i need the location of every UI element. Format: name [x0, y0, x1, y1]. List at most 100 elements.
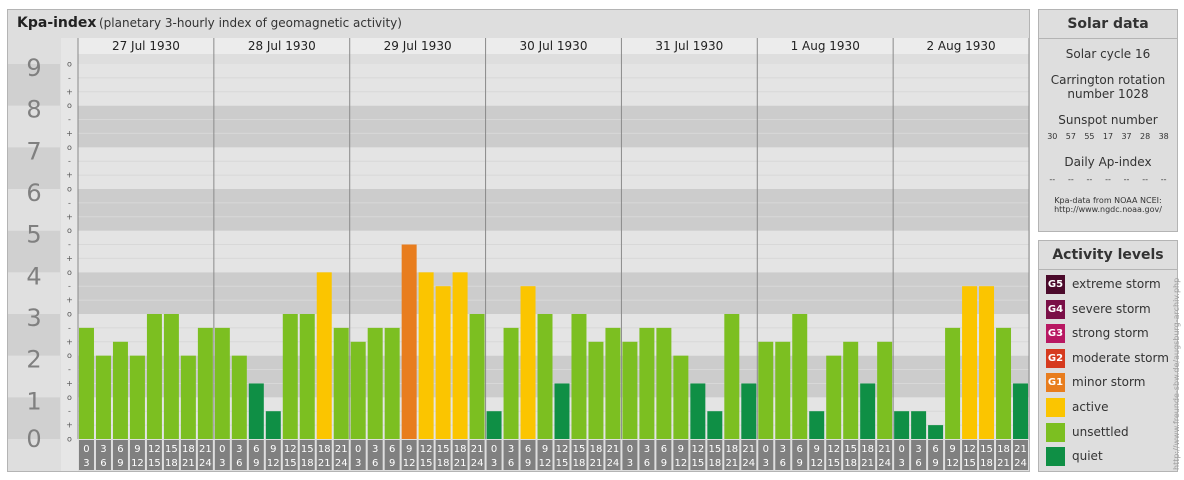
interval-end-label: 12: [267, 458, 280, 469]
kp-bar: [350, 341, 366, 439]
interval-start-label: 6: [797, 444, 803, 455]
interval-cell: [350, 440, 366, 470]
interval-cell: [231, 440, 247, 470]
interval-cell: [333, 440, 349, 470]
minor-mark-column: [61, 38, 78, 471]
ap-value: --: [1086, 175, 1093, 184]
interval-cell: [265, 440, 281, 470]
interval-start-label: 15: [708, 444, 721, 455]
interval-start-label: 21: [335, 444, 348, 455]
interval-end-label: 21: [725, 458, 738, 469]
interval-end-label: 15: [963, 458, 976, 469]
interval-start-label: 18: [861, 444, 874, 455]
legend-label: quiet: [1072, 449, 1103, 464]
legend-label: extreme storm: [1072, 277, 1161, 291]
kp-bar: [928, 425, 944, 439]
y-axis-band: [8, 397, 60, 439]
y-tick-label: 0: [26, 425, 41, 453]
y-tick-label: 6: [26, 179, 41, 207]
kp-bar: [129, 355, 145, 439]
interval-end-label: 9: [253, 458, 259, 469]
interval-end-label: 12: [539, 458, 552, 469]
interval-end-label: 21: [861, 458, 874, 469]
legend-label: severe storm: [1072, 301, 1151, 316]
y-minor-mark: -: [68, 407, 71, 416]
interval-cell: [520, 440, 536, 470]
interval-start-label: 3: [508, 444, 514, 455]
interval-cell: [724, 440, 740, 470]
interval-cell: [299, 440, 315, 470]
interval-cell: [928, 440, 944, 470]
interval-start-label: 12: [691, 444, 704, 455]
kp-bar: [690, 383, 706, 439]
interval-start-label: 0: [627, 444, 633, 455]
interval-end-label: 12: [946, 458, 959, 469]
interval-start-label: 6: [389, 444, 395, 455]
y-minor-mark: +: [66, 129, 73, 138]
y-minor-mark: +: [66, 296, 73, 305]
interval-start-label: 12: [420, 444, 433, 455]
y-minor-mark: +: [66, 421, 73, 430]
kp-bar: [724, 313, 740, 439]
interval-cell: [180, 440, 196, 470]
kp-bar: [367, 327, 383, 439]
interval-start-label: 18: [590, 444, 603, 455]
solar-data-panel: Solar data Solar cycle 16 Carrington rot…: [1038, 9, 1178, 232]
day-label: 29 Jul 1930: [384, 39, 452, 53]
kp-chart: 0123456789o+-o+-o+-o+-o+-o+-o+-o+-o+-o27…: [8, 38, 1029, 471]
interval-end-label: 18: [708, 458, 721, 469]
interval-cell: [843, 440, 859, 470]
kp-bar: [673, 355, 689, 439]
kp-bar: [316, 272, 332, 439]
interval-cell: [758, 440, 774, 470]
legend-swatch: [1046, 398, 1065, 417]
sunspot-value: 38: [1158, 132, 1169, 141]
interval-end-label: 18: [844, 458, 857, 469]
interval-start-label: 18: [454, 444, 467, 455]
kp-bar: [911, 411, 927, 439]
data-source-label: Kpa-data from NOAA NCEI:: [1054, 196, 1162, 205]
interval-end-label: 3: [355, 458, 361, 469]
y-tick-label: 4: [26, 262, 41, 290]
interval-end-label: 9: [932, 458, 938, 469]
interval-cell: [486, 440, 502, 470]
legend-swatch: [1046, 447, 1065, 467]
interval-cell: [775, 440, 791, 470]
chart-header: Kpa-index (planetary 3-hourly index of g…: [8, 10, 1029, 37]
interval-cell: [962, 440, 978, 470]
interval-start-label: 3: [780, 444, 786, 455]
legend-item: G2 moderate storm: [1046, 348, 1176, 368]
interval-end-label: 21: [590, 458, 603, 469]
y-minor-mark: +: [66, 171, 73, 180]
interval-cell: [537, 440, 553, 470]
y-minor-mark: o: [67, 435, 72, 444]
interval-end-label: 18: [573, 458, 586, 469]
interval-end-label: 18: [301, 458, 314, 469]
interval-start-label: 12: [963, 444, 976, 455]
interval-start-label: 9: [542, 444, 548, 455]
y-minor-mark: o: [67, 143, 72, 152]
interval-cell: [503, 440, 519, 470]
y-axis-band: [8, 230, 60, 273]
y-axis-band: [8, 355, 60, 398]
legend-label: strong storm: [1072, 326, 1149, 341]
kp-bar: [401, 244, 417, 439]
sunspot-value: 57: [1065, 132, 1076, 141]
kp-bar: [843, 341, 859, 439]
interval-end-label: 15: [420, 458, 433, 469]
y-minor-mark: o: [67, 226, 72, 235]
interval-cell: [673, 440, 689, 470]
interval-start-label: 18: [997, 444, 1010, 455]
interval-end-label: 12: [810, 458, 823, 469]
interval-start-label: 0: [898, 444, 904, 455]
interval-end-label: 6: [236, 458, 242, 469]
kp-bar: [571, 313, 587, 439]
sunspot-value: 55: [1084, 132, 1095, 141]
kp-bar: [146, 313, 162, 439]
interval-end-label: 3: [627, 458, 633, 469]
y-tick-label: 5: [26, 221, 41, 249]
y-axis-band: [8, 63, 60, 106]
y-axis-band: [8, 147, 60, 189]
interval-start-label: 12: [148, 444, 161, 455]
y-tick-label: 7: [26, 137, 41, 165]
